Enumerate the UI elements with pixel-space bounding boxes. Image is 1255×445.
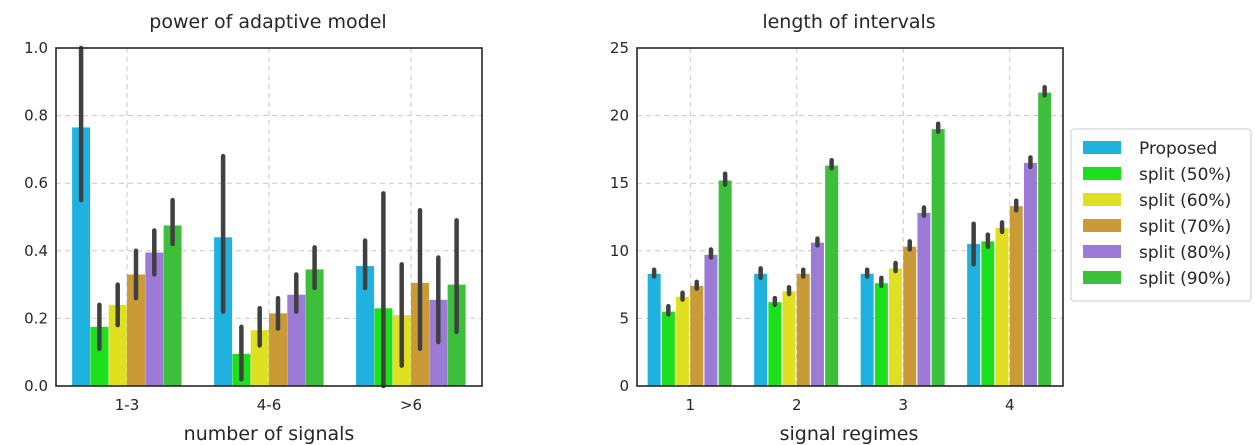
y-tick-label: 10 xyxy=(610,242,629,260)
x-tick-label: 3 xyxy=(898,396,908,414)
bar xyxy=(356,266,375,386)
chart-left-error-bars xyxy=(78,45,459,389)
x-tick-label: >6 xyxy=(400,396,422,414)
y-tick-label: 1.0 xyxy=(24,39,48,57)
chart-left-xlabel: number of signals xyxy=(184,423,355,445)
chart-left-y-ticks: 0.0 0.2 0.4 0.6 0.8 1.0 xyxy=(24,39,48,395)
legend-label: split (60%) xyxy=(1139,191,1231,211)
chart-left-title: power of adaptive model xyxy=(149,11,386,33)
chart-right-xlabel: signal regimes xyxy=(780,423,919,445)
bar xyxy=(305,269,324,386)
chart-right-y-ticks: 0 5 10 15 20 25 xyxy=(610,39,629,395)
bar xyxy=(903,246,917,386)
legend-label: split (80%) xyxy=(1139,243,1231,263)
chart-right: length of intervals 0 5 10 15 20 25 1 2 3 4 sign… xyxy=(610,11,1064,445)
x-tick-label: 1 xyxy=(685,396,695,414)
bar xyxy=(250,330,269,386)
x-tick-label: 1-3 xyxy=(115,396,140,414)
bar xyxy=(874,283,888,386)
bar xyxy=(90,326,109,386)
y-tick-label: 0.2 xyxy=(24,309,48,327)
legend: Proposed split (50%) split (60%) split (70%… xyxy=(1070,128,1252,302)
y-tick-label: 15 xyxy=(610,174,629,192)
bar xyxy=(1038,92,1052,386)
chart-right-frame xyxy=(636,47,1064,387)
bar xyxy=(995,227,1009,386)
bar xyxy=(825,165,839,386)
bar xyxy=(860,273,874,386)
y-tick-label: 25 xyxy=(610,39,629,57)
chart-left-x-ticks: 1-3 4-6 >6 xyxy=(115,396,422,414)
y-tick-label: 0 xyxy=(619,377,629,395)
legend-swatch xyxy=(1083,167,1121,180)
chart-right-bars xyxy=(647,92,1052,386)
bar xyxy=(889,268,903,386)
bar xyxy=(931,129,945,386)
bar xyxy=(1009,206,1023,386)
chart-left-frame xyxy=(55,47,483,387)
y-tick-label: 20 xyxy=(610,107,629,125)
legend-label: Proposed xyxy=(1139,139,1217,159)
bar xyxy=(287,294,306,386)
bar xyxy=(127,274,145,386)
bar xyxy=(269,313,287,386)
bar xyxy=(810,242,824,386)
x-tick-label: 4 xyxy=(1005,396,1015,414)
bar xyxy=(718,180,732,386)
bar xyxy=(676,296,690,386)
bar xyxy=(72,127,91,387)
bar xyxy=(661,311,675,386)
y-tick-label: 0.0 xyxy=(24,377,48,395)
legend-swatch xyxy=(1083,245,1121,258)
chart-left: power of adaptive model 0.0 0.2 0.4 0.6 0.8 1… xyxy=(24,11,483,445)
bar xyxy=(967,244,981,386)
y-tick-label: 0.6 xyxy=(24,174,48,192)
bar xyxy=(754,273,768,386)
legend-label: split (70%) xyxy=(1139,217,1231,237)
bar xyxy=(447,284,466,386)
legend-label: split (50%) xyxy=(1139,165,1231,185)
bar xyxy=(768,302,782,386)
bar xyxy=(108,304,127,386)
legend-items: Proposed split (50%) split (60%) split (70%… xyxy=(1083,139,1231,289)
bar xyxy=(690,285,704,386)
chart-right-x-ticks: 1 2 3 4 xyxy=(685,396,1014,414)
legend-label: split (90%) xyxy=(1139,269,1231,289)
legend-swatch xyxy=(1083,193,1121,206)
y-tick-label: 0.8 xyxy=(24,107,48,125)
bar xyxy=(917,212,931,386)
x-tick-label: 2 xyxy=(792,396,802,414)
bar xyxy=(782,291,796,386)
chart-right-error-bars xyxy=(651,84,1047,317)
x-tick-label: 4-6 xyxy=(257,396,282,414)
bar xyxy=(704,254,718,386)
bar xyxy=(163,225,182,386)
bar xyxy=(796,273,810,386)
bar xyxy=(1023,162,1037,386)
bar xyxy=(145,252,164,386)
chart-right-title: length of intervals xyxy=(762,11,935,33)
legend-swatch xyxy=(1083,219,1121,232)
bar xyxy=(647,273,661,386)
y-tick-label: 5 xyxy=(619,309,629,327)
legend-swatch xyxy=(1083,271,1121,284)
y-tick-label: 0.4 xyxy=(24,242,48,260)
legend-swatch xyxy=(1083,141,1121,154)
bar xyxy=(981,241,995,386)
